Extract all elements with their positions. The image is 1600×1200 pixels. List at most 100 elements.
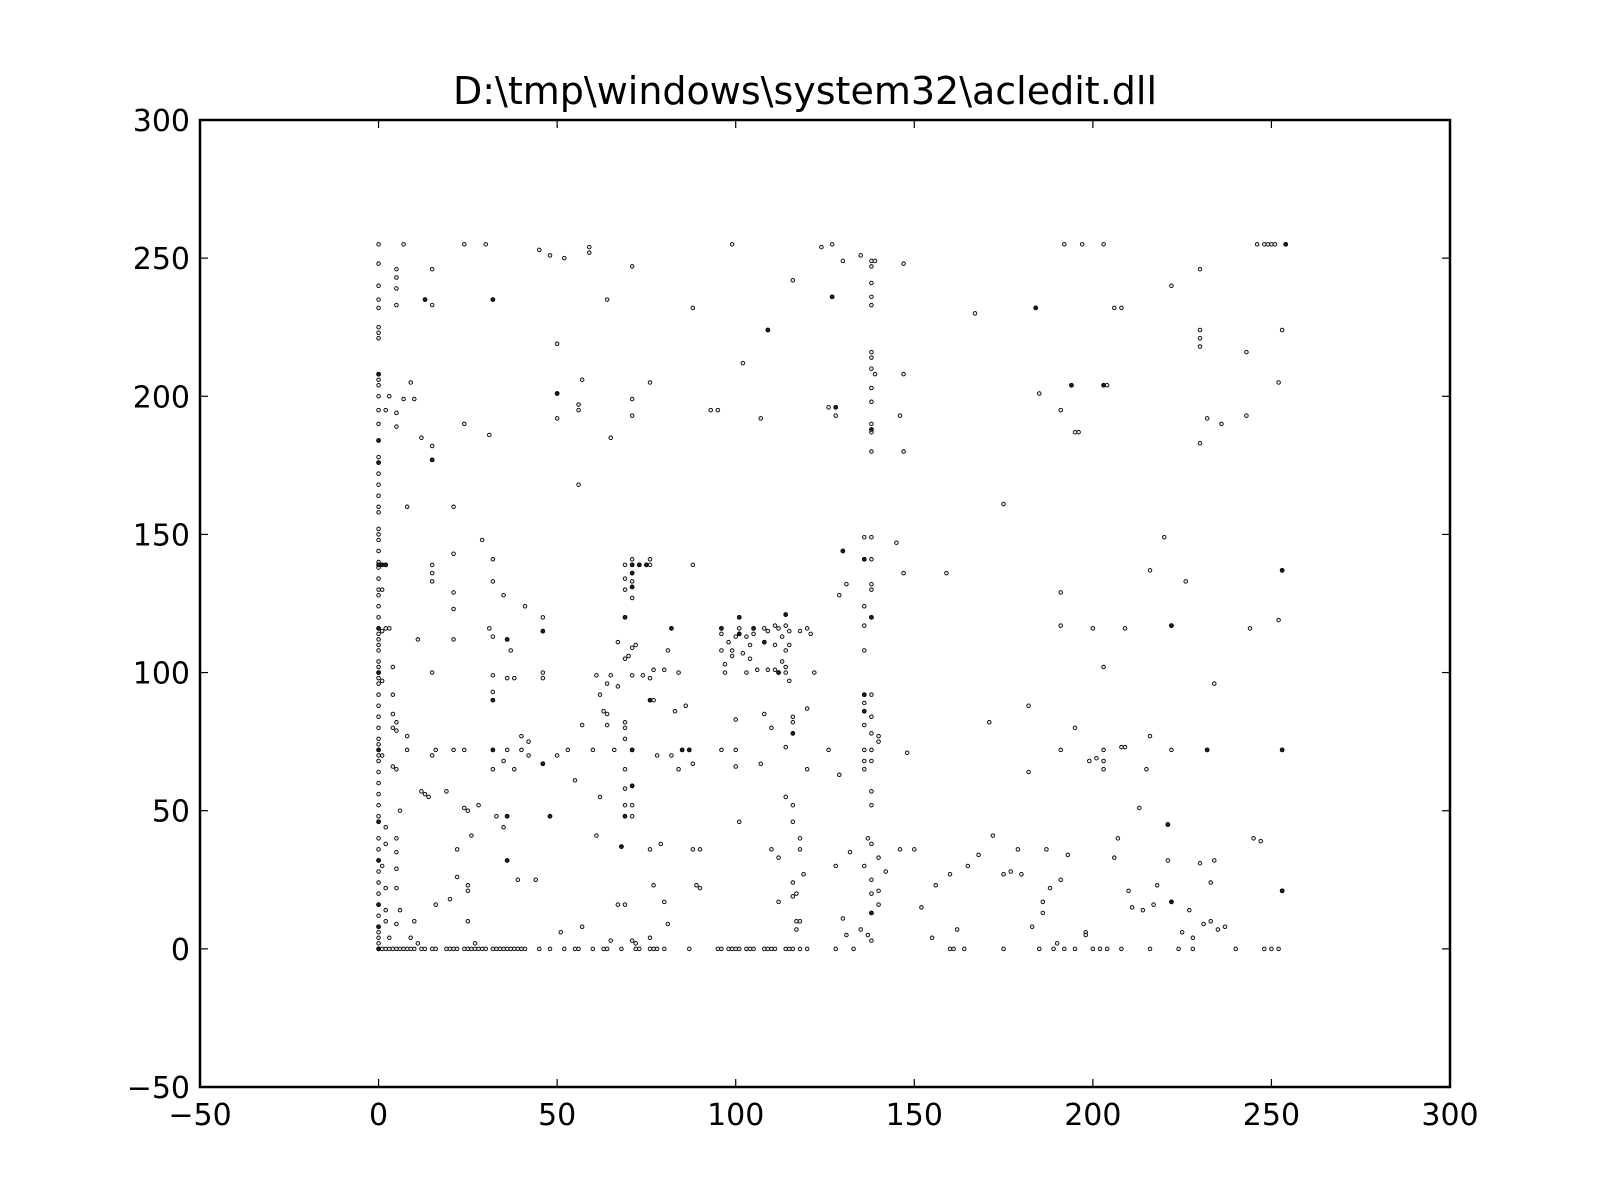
data-point [862, 758, 867, 764]
data-point [447, 896, 453, 902]
data-point-dense [376, 819, 381, 825]
data-point [629, 802, 635, 808]
data-point [376, 382, 381, 388]
data-point-dense [554, 391, 560, 396]
data-point [1254, 242, 1260, 247]
data-point [762, 946, 767, 952]
data-point [787, 642, 792, 648]
data-point [379, 753, 385, 758]
data-point [376, 742, 381, 747]
data-point [947, 872, 953, 877]
data-point-dense [1101, 382, 1106, 388]
data-point [376, 791, 381, 797]
data-point [376, 471, 381, 476]
data-point [451, 747, 456, 753]
data-point [1169, 283, 1174, 289]
data-point [604, 711, 610, 717]
data-point-dense [719, 626, 724, 631]
data-point [572, 778, 578, 783]
data-point [1058, 747, 1063, 753]
data-point [404, 733, 410, 739]
data-point [476, 946, 481, 952]
data-point [869, 258, 874, 264]
data-point-dense [376, 747, 381, 753]
data-point [737, 819, 742, 825]
data-point [554, 753, 560, 758]
data-point [758, 416, 763, 421]
data-point [394, 836, 399, 841]
data-point-dense [540, 628, 546, 634]
data-point [1076, 429, 1081, 435]
data-point [629, 938, 635, 943]
data-point [1129, 905, 1135, 910]
data-point [876, 855, 881, 860]
y-tick-label: 50 [152, 795, 190, 830]
data-point [512, 767, 517, 772]
data-point [715, 407, 721, 413]
data-point-dense [783, 612, 789, 617]
data-point [1179, 930, 1185, 935]
data-point [665, 921, 671, 927]
data-point [1122, 744, 1128, 750]
data-point-dense [504, 858, 510, 863]
data-point [1144, 767, 1149, 772]
data-point [547, 946, 553, 952]
data-point [1065, 852, 1071, 858]
data-point [897, 413, 903, 418]
data-point [376, 642, 381, 648]
data-point [862, 767, 867, 772]
x-tick-label: −50 [168, 1098, 231, 1133]
data-point [869, 421, 874, 427]
data-point [490, 634, 496, 639]
data-point [1265, 242, 1271, 247]
data-point [579, 924, 585, 930]
data-point [772, 667, 778, 673]
data-point [444, 946, 449, 952]
data-point [604, 297, 610, 302]
data-point [1147, 946, 1153, 952]
data-point [862, 747, 867, 753]
data-point-dense [376, 371, 381, 377]
data-point [429, 266, 435, 272]
data-point [562, 946, 567, 952]
data-point [376, 780, 381, 786]
data-point [376, 305, 381, 311]
data-point [762, 711, 767, 717]
data-point [629, 645, 635, 650]
data-point [804, 946, 810, 952]
data-point [690, 847, 696, 852]
data-point [422, 791, 428, 797]
data-point-dense [1279, 747, 1285, 753]
data-point [1251, 836, 1256, 841]
data-point [376, 493, 381, 498]
data-point [376, 935, 381, 941]
data-point [654, 946, 660, 952]
data-point [376, 659, 381, 664]
data-point [1094, 755, 1099, 761]
data-point [465, 946, 471, 952]
data-point [1101, 767, 1106, 772]
data-point [383, 946, 388, 952]
data-point-dense [490, 697, 496, 703]
data-point [615, 684, 621, 689]
data-point [454, 847, 460, 852]
data-point [412, 396, 417, 402]
data-point [690, 761, 696, 766]
data-point [429, 562, 435, 568]
data-point [869, 758, 874, 764]
data-point [1104, 946, 1110, 952]
data-point [904, 750, 910, 755]
data-point [419, 435, 424, 440]
data-point [429, 443, 435, 449]
data-point [640, 673, 646, 678]
data-point [394, 921, 399, 927]
data-point [387, 935, 392, 941]
data-point-dense [644, 562, 649, 568]
data-point [376, 836, 381, 841]
data-point [869, 692, 874, 697]
data-point [376, 941, 381, 946]
data-point [783, 946, 788, 952]
data-point [747, 946, 753, 952]
data-point [719, 631, 724, 637]
data-point [737, 626, 742, 631]
